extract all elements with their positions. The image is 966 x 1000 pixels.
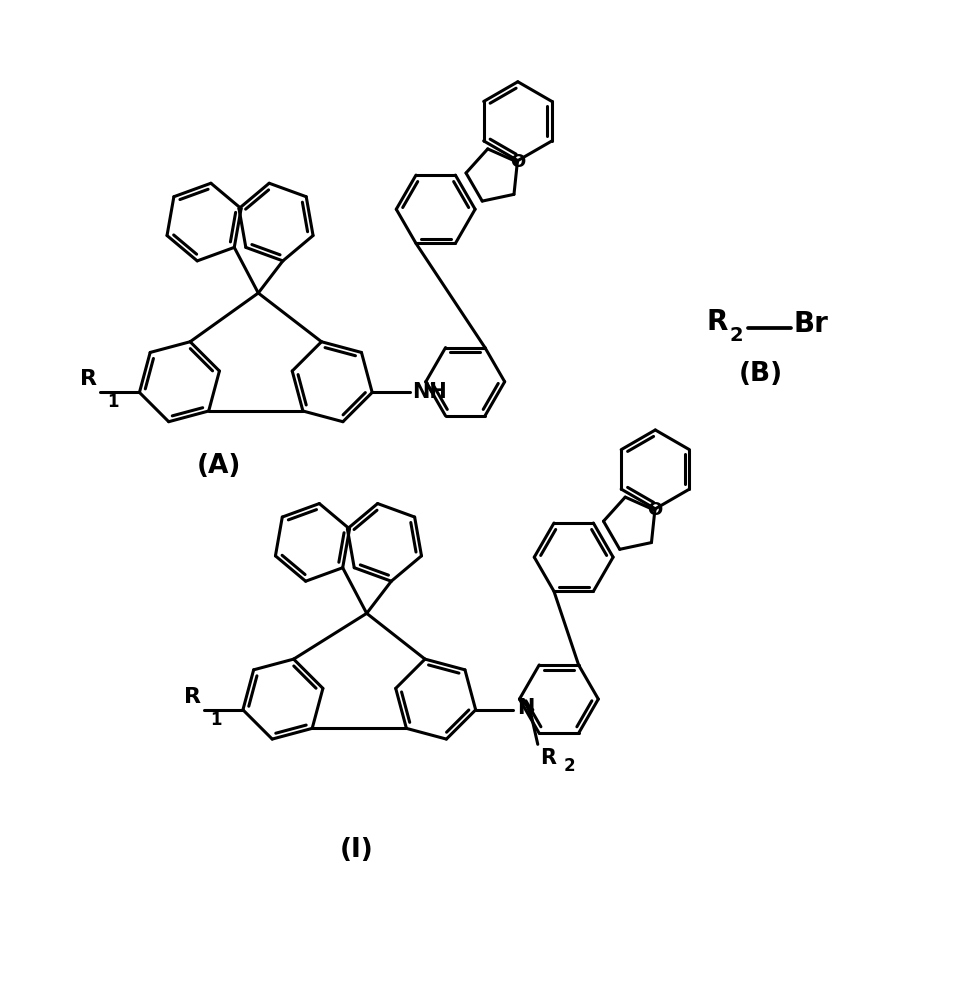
Text: 1: 1 <box>107 393 119 411</box>
Text: Br: Br <box>793 310 829 338</box>
Text: (I): (I) <box>340 837 374 863</box>
Text: R: R <box>184 687 201 707</box>
Text: R: R <box>707 308 728 336</box>
Text: 2: 2 <box>563 757 575 775</box>
Text: O: O <box>647 501 663 519</box>
Text: 1: 1 <box>211 711 222 729</box>
Text: (B): (B) <box>739 361 783 387</box>
Text: R: R <box>540 748 555 768</box>
Text: O: O <box>510 153 525 171</box>
Text: 2: 2 <box>729 326 743 345</box>
Text: N: N <box>517 698 534 718</box>
Text: NH: NH <box>412 382 447 402</box>
Text: R: R <box>80 369 97 389</box>
Text: (A): (A) <box>197 453 242 479</box>
